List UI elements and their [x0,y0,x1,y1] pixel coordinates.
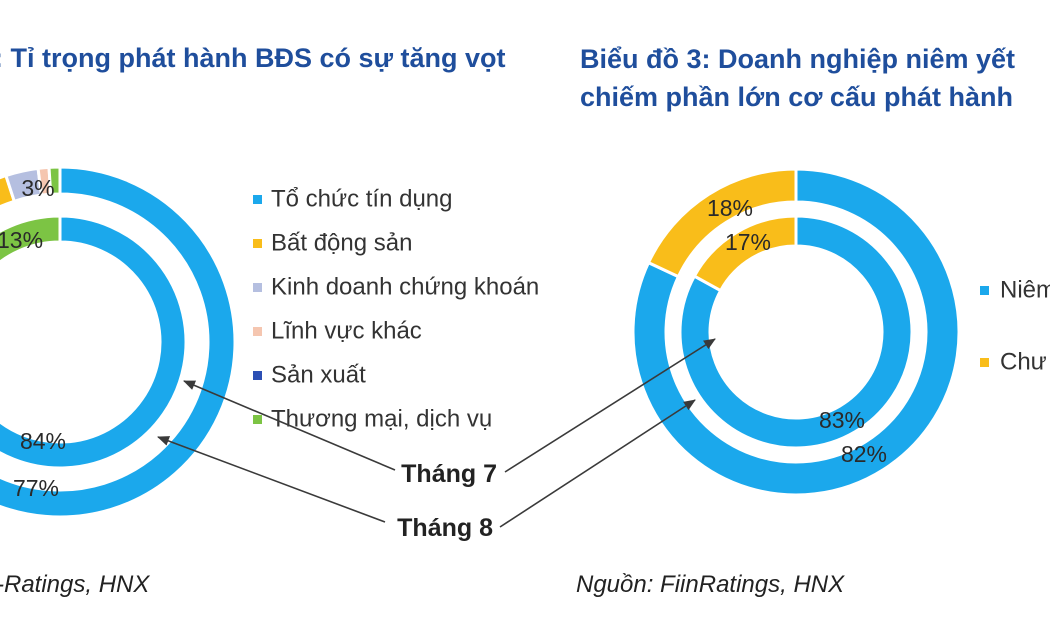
annotation-month-8: Tháng 8 [397,514,493,542]
chart-title-left: : Tỉ trọng phát hành BĐS có sự tăng vọt [0,43,506,73]
chart-title-right-line2: chiếm phần lớn cơ cấu phát hành [580,82,1013,112]
legend-label-kinh-doanh-chung-khoan: Kinh doanh chứng khoán [271,273,539,300]
legend-label-niem: Niêm [1000,276,1050,303]
data-label-inner-thuong-mai-dich-vu: 13% [0,227,43,253]
slice-outer-chu [646,167,798,279]
source-note-right: Nguồn: FiinRatings, HNX [576,571,845,598]
legend-swatch-linh-vuc-khac [253,327,262,336]
data-label-inner-chu: 17% [725,229,771,255]
annotation-arrows [157,338,716,528]
slice-inner-chu [692,214,798,293]
data-label-outer-niem: 82% [841,441,887,467]
data-label-outer-to-chuc-tin-dung: 77% [13,475,59,501]
annotation-month-7: Tháng 7 [401,460,497,488]
data-label-outer-kinh-doanh-chung-khoan: 3% [21,175,54,201]
legend-swatch-niem [980,286,989,295]
legend-label-san-xuat: Sản xuất [271,361,366,388]
slice-outer-to-chuc-tin-dung [0,165,237,519]
arrow-month7-right [504,338,716,473]
legend-swatch-to-chuc-tin-dung [253,195,262,204]
slice-outer-niem [631,167,961,497]
legend-label-bat-dong-san: Bất động sản [271,229,412,256]
source-note-left: -Ratings, HNX [0,571,150,598]
legend-swatch-san-xuat [253,371,262,380]
legend-swatch-bat-dong-san [253,239,262,248]
legend-swatch-kinh-doanh-chung-khoan [253,283,262,292]
data-label-inner-niem: 83% [819,407,865,433]
legend-swatch-chu [980,358,989,367]
legend-swatch-thuong-mai-dich-vu [253,415,262,424]
slice-outer-thuong-mai-dich-vu [47,165,62,196]
legend-label-chu: Chư [1000,348,1047,375]
slice-inner-niem [678,214,914,450]
donut-chart-right: 18% 17% 83% 82% [631,167,961,497]
slice-inner-to-chuc-tin-dung [0,214,188,470]
legend-label-to-chuc-tin-dung: Tổ chức tín dụng [271,185,453,212]
data-label-inner-to-chuc-tin-dung: 84% [20,428,66,454]
data-label-outer-chu: 18% [707,195,753,221]
donut-chart-left: 3% 13% 84% 77% [0,165,237,519]
arrow-month7-left [183,380,396,471]
arrow-month8-right [499,399,696,528]
arrow-month8-left [157,436,386,523]
legend-right: Niêm Chư [980,276,1050,375]
legend-label-linh-vuc-khac: Lĩnh vực khác [271,317,422,344]
slice-inner-thuong-mai-dich-vu [0,214,62,264]
chart-title-right-line1: Biểu đồ 3: Doanh nghiệp niêm yết [580,44,1016,74]
legend-label-thuong-mai-dich-vu: Thương mại, dịch vụ [271,405,492,432]
legend-left: Tổ chức tín dụng Bất động sản Kinh doanh c… [253,185,539,432]
